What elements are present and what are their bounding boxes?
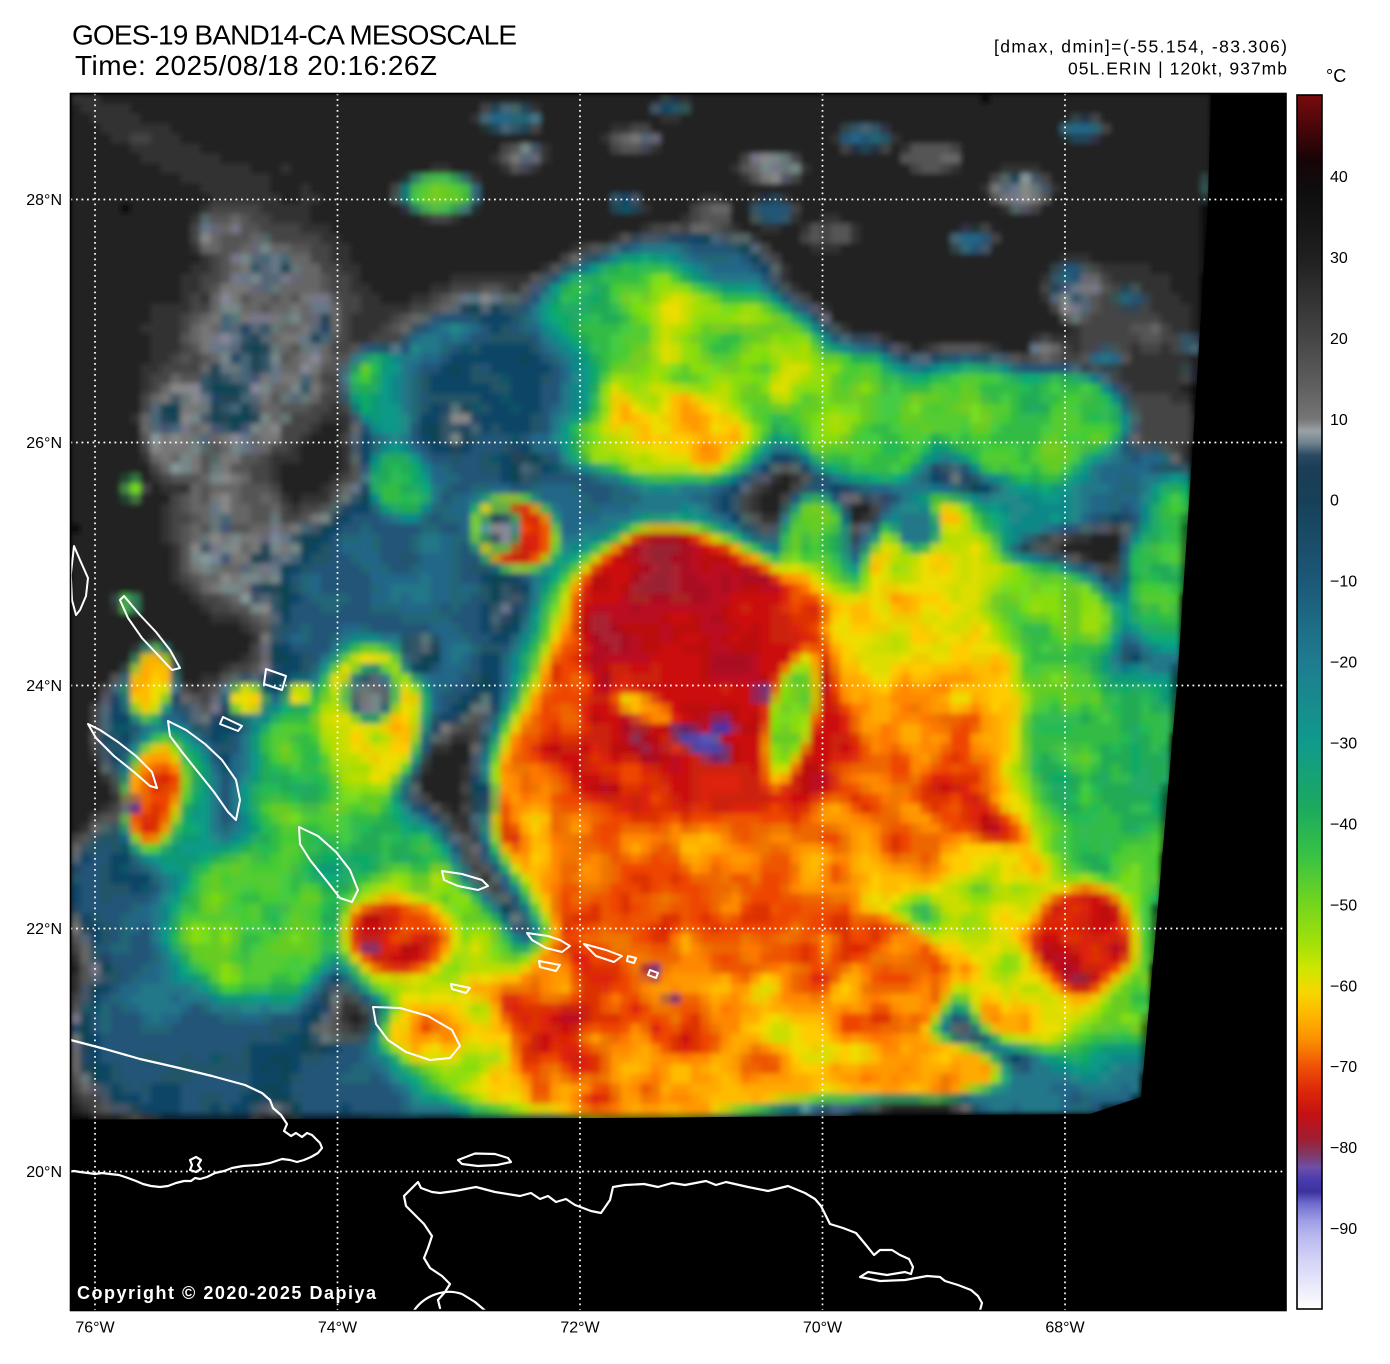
svg-text:−50: −50 bbox=[1330, 897, 1357, 914]
svg-text:22°N: 22°N bbox=[26, 921, 62, 938]
svg-text:30: 30 bbox=[1330, 250, 1348, 267]
svg-text:74°W: 74°W bbox=[318, 1320, 358, 1337]
svg-text:[dmax, dmin]=(-55.154, -83.306: [dmax, dmin]=(-55.154, -83.306) bbox=[994, 37, 1287, 57]
svg-text:68°W: 68°W bbox=[1045, 1320, 1085, 1337]
svg-text:−60: −60 bbox=[1330, 978, 1357, 995]
svg-text:Time: 2025/08/18 20:16:26Z: Time: 2025/08/18 20:16:26Z bbox=[75, 50, 437, 81]
svg-text:20: 20 bbox=[1330, 331, 1348, 348]
svg-text:40: 40 bbox=[1330, 169, 1348, 186]
svg-text:Copyright © 2020-2025 Dapiya: Copyright © 2020-2025 Dapiya bbox=[77, 1283, 377, 1303]
svg-text:−90: −90 bbox=[1330, 1221, 1357, 1238]
svg-text:−20: −20 bbox=[1330, 655, 1357, 672]
svg-text:−80: −80 bbox=[1330, 1140, 1357, 1157]
svg-text:−30: −30 bbox=[1330, 736, 1357, 753]
svg-text:24°N: 24°N bbox=[26, 678, 62, 695]
svg-text:20°N: 20°N bbox=[26, 1164, 62, 1181]
svg-text:°C: °C bbox=[1326, 66, 1346, 86]
svg-text:70°W: 70°W bbox=[803, 1320, 843, 1337]
svg-text:26°N: 26°N bbox=[26, 435, 62, 452]
svg-text:−10: −10 bbox=[1330, 574, 1357, 591]
svg-text:72°W: 72°W bbox=[560, 1320, 600, 1337]
svg-text:05L.ERIN | 120kt, 937mb: 05L.ERIN | 120kt, 937mb bbox=[1068, 59, 1287, 79]
svg-text:−70: −70 bbox=[1330, 1059, 1357, 1076]
svg-text:0: 0 bbox=[1330, 493, 1339, 510]
svg-text:GOES-19 BAND14-CA MESOSCALE: GOES-19 BAND14-CA MESOSCALE bbox=[72, 20, 517, 51]
svg-text:76°W: 76°W bbox=[75, 1320, 115, 1337]
svg-text:28°N: 28°N bbox=[26, 192, 62, 209]
svg-text:10: 10 bbox=[1330, 412, 1348, 429]
svg-text:−40: −40 bbox=[1330, 816, 1357, 833]
